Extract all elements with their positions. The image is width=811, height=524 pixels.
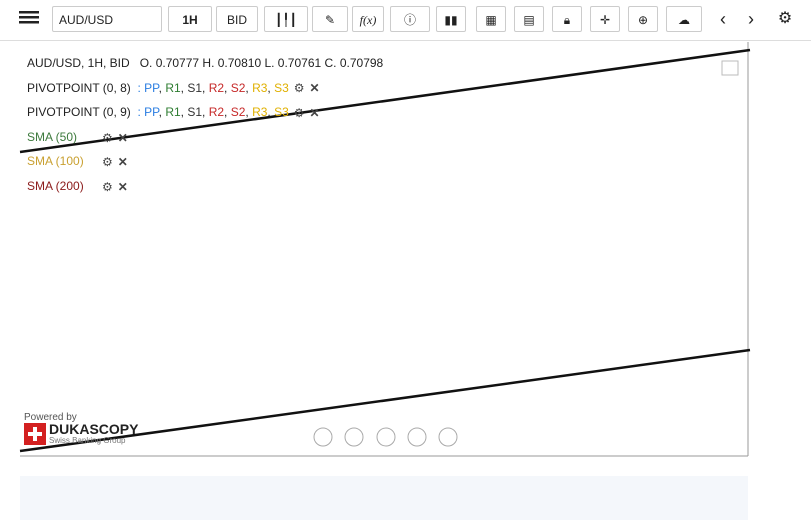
tagline: Swiss Banking Group — [49, 436, 126, 445]
legend-entry: SMA (200) — [27, 178, 84, 193]
menu-button[interactable] — [12, 6, 46, 32]
pivot-item: S3 — [274, 80, 289, 95]
legend-row: PIVOTPOINT (0, 9) : PP, R1, S1, R2, S2, … — [27, 105, 320, 121]
scroll-left-button[interactable] — [313, 427, 333, 447]
scroll-right-button[interactable] — [438, 427, 458, 447]
pivot-item: R2 — [208, 80, 225, 95]
volume-button[interactable]: ▮▮ — [436, 6, 466, 32]
settings-icon[interactable]: ⚙ — [293, 81, 305, 96]
settings-icon[interactable]: ⚙ — [102, 155, 113, 170]
trend-line — [19, 48, 751, 154]
lock-button[interactable]: 🔒︎ — [552, 6, 582, 32]
remove-icon[interactable]: ✕ — [309, 106, 320, 121]
pivot-item: R1 — [165, 80, 181, 95]
symbol-selector[interactable]: AUD/USD — [52, 6, 162, 32]
legend-entry: SMA (100) — [27, 154, 84, 169]
settings-icon[interactable]: ⚙ — [102, 130, 113, 145]
back-button[interactable]: ‹ — [710, 6, 736, 32]
powered-by: Powered by — [24, 412, 77, 423]
info-button[interactable]: ⓘ — [390, 6, 430, 32]
crosshair-button[interactable]: ✛ — [590, 6, 620, 32]
cloud-button[interactable]: ☁ — [666, 6, 702, 32]
logo-icon — [24, 423, 46, 445]
pivot-item: S2 — [230, 80, 246, 95]
side-selector[interactable]: BID — [216, 6, 258, 32]
zoom-button[interactable]: ⊕ — [628, 6, 658, 32]
reset-button[interactable] — [376, 427, 396, 447]
legend: AUD/USD, 1H, BID O. 0.70777 H. 0.70810 L… — [27, 54, 383, 202]
brand-name: DUKASCOPY — [49, 421, 139, 437]
indicator-name: PIVOTPOINT (0, 9) — [27, 105, 131, 120]
period-selector[interactable]: 1H — [168, 6, 212, 32]
settings-icon[interactable]: ⚙ — [102, 179, 113, 194]
remove-icon[interactable]: ✕ — [309, 81, 320, 96]
settings-icon[interactable]: ⚙ — [293, 106, 305, 121]
remove-icon[interactable]: ✕ — [117, 155, 128, 170]
toolbar: AUD/USD 1H BID ┃╿┃ ✎ f(x) ⓘ ▮▮ ▦ ▤ 🔒︎ ✛ … — [0, 0, 811, 41]
pivot-item: S1 — [187, 105, 203, 120]
pivot-item: R2 — [208, 105, 225, 120]
zoom-controls[interactable] — [313, 427, 458, 447]
pivot-item: PP — [144, 80, 159, 95]
pivot-item: R3 — [252, 80, 268, 95]
settings-button[interactable]: ⚙ — [770, 6, 800, 32]
instrument: AUD/USD, 1H, BID — [27, 56, 130, 70]
indicator-name: PIVOTPOINT (0, 8) — [27, 80, 131, 95]
navigator[interactable] — [20, 476, 748, 520]
branding: Powered by DUKASCOPY Swiss Banking Group — [24, 412, 138, 445]
plot-area — [20, 22, 748, 452]
legend-row: PIVOTPOINT (0, 8) : PP, R1, S1, R2, S2, … — [27, 80, 320, 96]
pivot-item: R1 — [165, 105, 181, 120]
pivot-item: S3 — [274, 105, 289, 120]
news-button[interactable]: ▤ — [514, 6, 544, 32]
chart-type-button[interactable]: ┃╿┃ — [264, 6, 308, 32]
popout-button[interactable] — [721, 60, 739, 76]
pivot-item: S1 — [187, 80, 203, 95]
indicator-button[interactable]: f(x) — [352, 6, 384, 32]
logo: DUKASCOPY Swiss Banking Group — [24, 421, 139, 445]
zoom-out-button[interactable] — [344, 427, 364, 447]
zoom-in-button[interactable] — [407, 427, 427, 447]
ohlc: O. 0.70777 H. 0.70810 L. 0.70761 C. 0.70… — [139, 56, 384, 70]
separator: : — [137, 80, 141, 95]
trend-line — [19, 348, 751, 453]
remove-icon[interactable]: ✕ — [117, 179, 128, 194]
legend-row: SMA (100) ⚙ ✕ — [27, 152, 383, 177]
draw-button[interactable]: ✎ — [312, 6, 348, 32]
remove-icon[interactable]: ✕ — [117, 130, 128, 145]
separator: : — [137, 105, 141, 120]
pivot-item: R3 — [252, 105, 268, 120]
calendar-button[interactable]: ▦ — [476, 6, 506, 32]
pivot-item: S2 — [230, 105, 246, 120]
forward-button[interactable]: › — [738, 6, 764, 32]
pivot-item: PP — [144, 105, 159, 120]
legend-row: SMA (200) ⚙ ✕ — [27, 177, 383, 202]
legend-entry: SMA (50) — [27, 129, 78, 144]
menu-icon — [19, 11, 39, 24]
legend-row: AUD/USD, 1H, BID O. 0.70777 H. 0.70810 L… — [27, 54, 383, 79]
legend-row: SMA (50) ⚙ ✕ — [27, 128, 383, 153]
